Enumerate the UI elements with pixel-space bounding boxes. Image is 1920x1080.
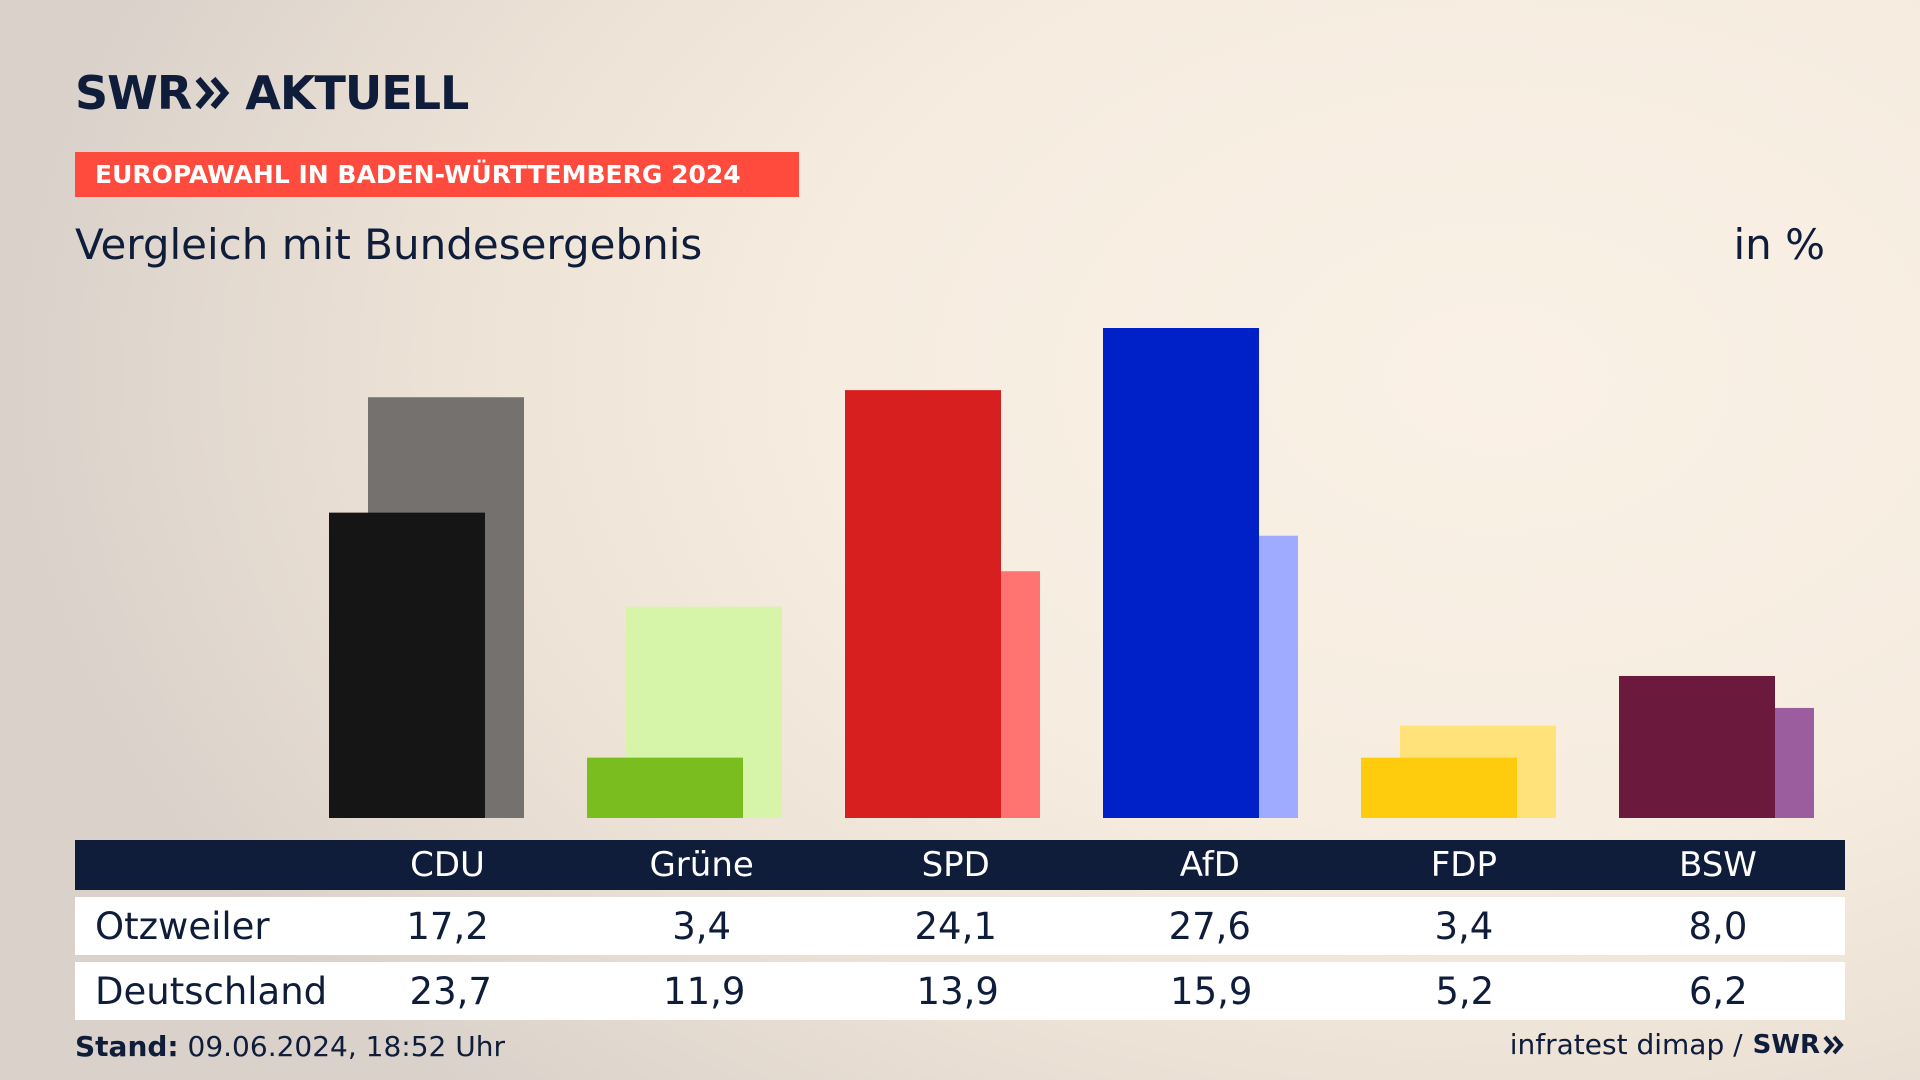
value-cell: 15,9 [1170,969,1253,1013]
kicker-banner: EUROPAWAHL IN BADEN-WÜRTTEMBERG 2024 [75,152,799,197]
bar-otzweiler-spd [845,390,1001,818]
bar-otzweiler-fdp [1361,757,1517,818]
swr-small-logo: SWR [1753,1030,1845,1060]
header-cdu: CDU [410,845,485,885]
value-cell: 6,2 [1688,969,1748,1013]
header-bsw: BSW [1678,845,1757,885]
header-gruene: Grüne [649,845,754,885]
value-cell: 8,0 [1688,904,1748,948]
stand-label: Stand: [75,1030,179,1063]
value-cell: 23,7 [409,969,492,1013]
bar-otzweiler-cdu [329,512,485,818]
value-cell: 3,4 [672,904,732,948]
row-label: Otzweiler [95,904,270,948]
results-table: CDU Grüne SPD AfD FDP BSW Otzweiler 17,2… [75,840,1845,1020]
logo-aktuell: AKTUELL [245,66,469,120]
unit-label: in % [1733,220,1825,269]
bar-otzweiler-afd [1103,328,1259,818]
chevron-small-icon [1823,1035,1844,1054]
source-label: infratest dimap / [1509,1028,1743,1061]
value-cell: 27,6 [1168,904,1251,948]
value-cell: 11,9 [663,969,746,1013]
value-cell: 13,9 [916,969,999,1013]
timestamp: Stand: 09.06.2024, 18:52 Uhr [75,1030,505,1063]
bar-otzweiler-bsw [1619,675,1775,818]
value-cell: 5,2 [1435,969,1495,1013]
value-cell: 3,4 [1434,904,1494,948]
row-label: Deutschland [95,969,328,1013]
header-fdp: FDP [1430,845,1497,885]
chevron-logo-icon [195,76,231,110]
value-cell: 17,2 [406,904,489,948]
header-afd: AfD [1179,845,1240,885]
value-cell: 24,1 [914,904,997,948]
swr-aktuell-logo: SWR AKTUELL [75,66,469,120]
chart-subtitle: Vergleich mit Bundesergebnis [75,220,703,269]
table-row-deutschland: Deutschland 23,7 11,9 13,9 15,9 5,2 6,2 [75,962,1845,1020]
stand-value: 09.06.2024, 18:52 Uhr [187,1030,505,1063]
table-header: CDU Grüne SPD AfD FDP BSW [75,840,1845,890]
swr-small-text: SWR [1752,1029,1820,1060]
logo-swr: SWR [75,66,192,120]
header-spd: SPD [921,845,990,885]
table-row-otzweiler: Otzweiler 17,2 3,4 24,1 27,6 3,4 8,0 [75,897,1845,955]
bar-otzweiler-grne [587,757,743,818]
source-credit: infratest dimap / SWR [1510,1028,1845,1061]
